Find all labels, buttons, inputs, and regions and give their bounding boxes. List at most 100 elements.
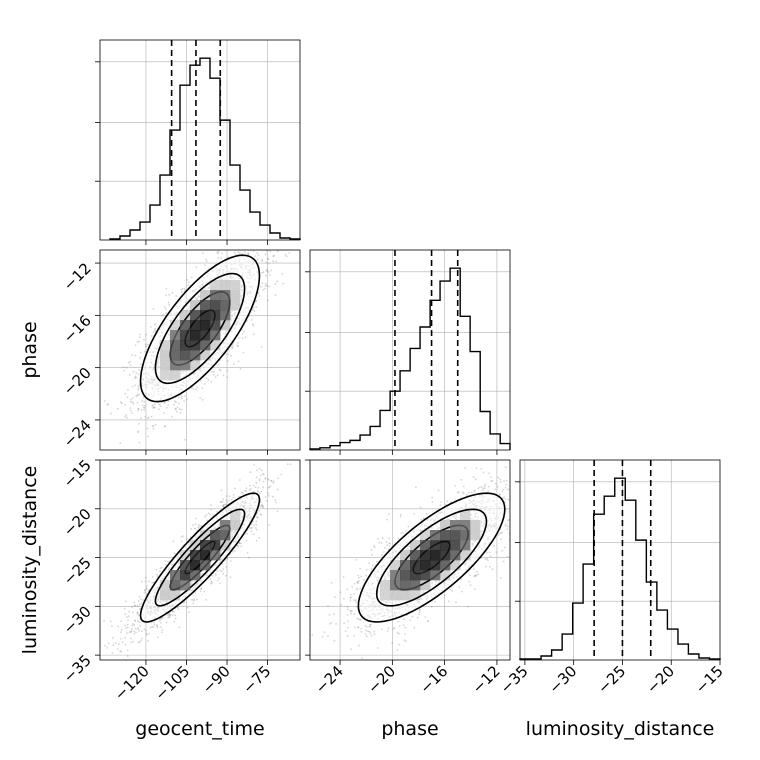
sample-point (207, 379, 210, 381)
sample-point (267, 492, 270, 495)
sample-point (256, 258, 259, 261)
sample-point (270, 479, 273, 482)
sample-point (127, 389, 129, 391)
sample-point (258, 295, 261, 297)
panel-frame (519, 459, 721, 661)
sample-point (140, 598, 142, 601)
sample-point (124, 392, 127, 395)
sample-point (255, 539, 258, 542)
sample-point (266, 268, 268, 271)
sample-point (277, 477, 279, 480)
density-cell (220, 290, 231, 301)
sample-point (255, 300, 258, 302)
sample-point (192, 602, 195, 605)
sample-point (194, 523, 197, 525)
sample-point (176, 406, 179, 408)
sample-point (142, 404, 144, 407)
sample-point (120, 629, 123, 631)
sample-point (139, 356, 142, 359)
sample-point (169, 613, 172, 616)
sample-point (226, 376, 229, 379)
sample-point (265, 274, 267, 277)
sample-point (242, 492, 245, 495)
sample-point (243, 251, 246, 254)
sample-point (125, 366, 128, 369)
sample-point (205, 377, 208, 380)
sample-point (236, 545, 239, 547)
sample-point (165, 621, 168, 624)
sample-point (137, 614, 140, 617)
sample-point (222, 374, 225, 377)
sample-point (264, 282, 267, 285)
sample-point (111, 652, 114, 654)
sample-point (186, 606, 189, 609)
sample-point (180, 536, 183, 538)
sample-point (180, 408, 183, 411)
sample-point (268, 274, 271, 276)
sample-point (121, 641, 124, 644)
sample-point (255, 476, 258, 479)
sample-point (131, 606, 134, 609)
sample-point (225, 499, 228, 501)
sample-point (199, 397, 202, 399)
sample-point (212, 514, 215, 516)
sample-point (217, 250, 220, 253)
sample-point (122, 366, 125, 369)
sample-point (147, 640, 150, 642)
sample-point (190, 276, 193, 279)
sample-point (269, 485, 272, 488)
sample-point (247, 253, 250, 256)
sample-point (259, 513, 262, 516)
sample-point (190, 387, 193, 389)
density-core (170, 290, 231, 371)
hist-bar (270, 233, 280, 240)
sample-point (128, 374, 131, 376)
sample-point (254, 527, 257, 529)
sample-point (128, 631, 131, 634)
sample-point (262, 289, 265, 291)
hist-bar (450, 268, 460, 450)
sample-point (145, 333, 147, 336)
sample-point (256, 516, 258, 519)
sample-point (258, 479, 261, 482)
hist-bar (190, 65, 200, 240)
sample-point (265, 270, 267, 272)
sample-point (134, 377, 136, 379)
sample-point (246, 552, 249, 554)
hist-bar (130, 230, 140, 240)
sample-point (204, 264, 206, 267)
sample-point (146, 417, 149, 419)
sample-point (265, 261, 268, 264)
sample-point (257, 242, 259, 244)
sample-point (174, 408, 177, 411)
sample-point (186, 398, 189, 401)
sample-point (163, 412, 165, 414)
sample-point (126, 396, 129, 399)
sample-point (274, 283, 277, 285)
sample-point (216, 579, 219, 582)
sample-point (254, 486, 257, 489)
sample-point (168, 616, 171, 619)
sample-point (253, 310, 256, 312)
sample-point (267, 258, 270, 260)
sample-point (141, 400, 144, 402)
sample-point (246, 532, 248, 535)
density-cell (180, 320, 191, 331)
sample-point (243, 330, 246, 333)
sample-point (201, 252, 204, 254)
sample-point (127, 362, 130, 364)
sample-point (131, 628, 133, 630)
hist-bar (460, 316, 470, 450)
sample-point (158, 403, 161, 406)
sample-point (124, 613, 127, 615)
sample-point (129, 401, 132, 403)
sample-point (272, 255, 275, 258)
density-cell (170, 330, 181, 341)
sample-point (132, 370, 135, 373)
sample-point (137, 604, 139, 607)
sample-point (103, 400, 106, 402)
sample-point (150, 335, 153, 337)
sample-point (119, 401, 122, 404)
sample-point (120, 637, 122, 640)
density-cell (180, 350, 191, 361)
